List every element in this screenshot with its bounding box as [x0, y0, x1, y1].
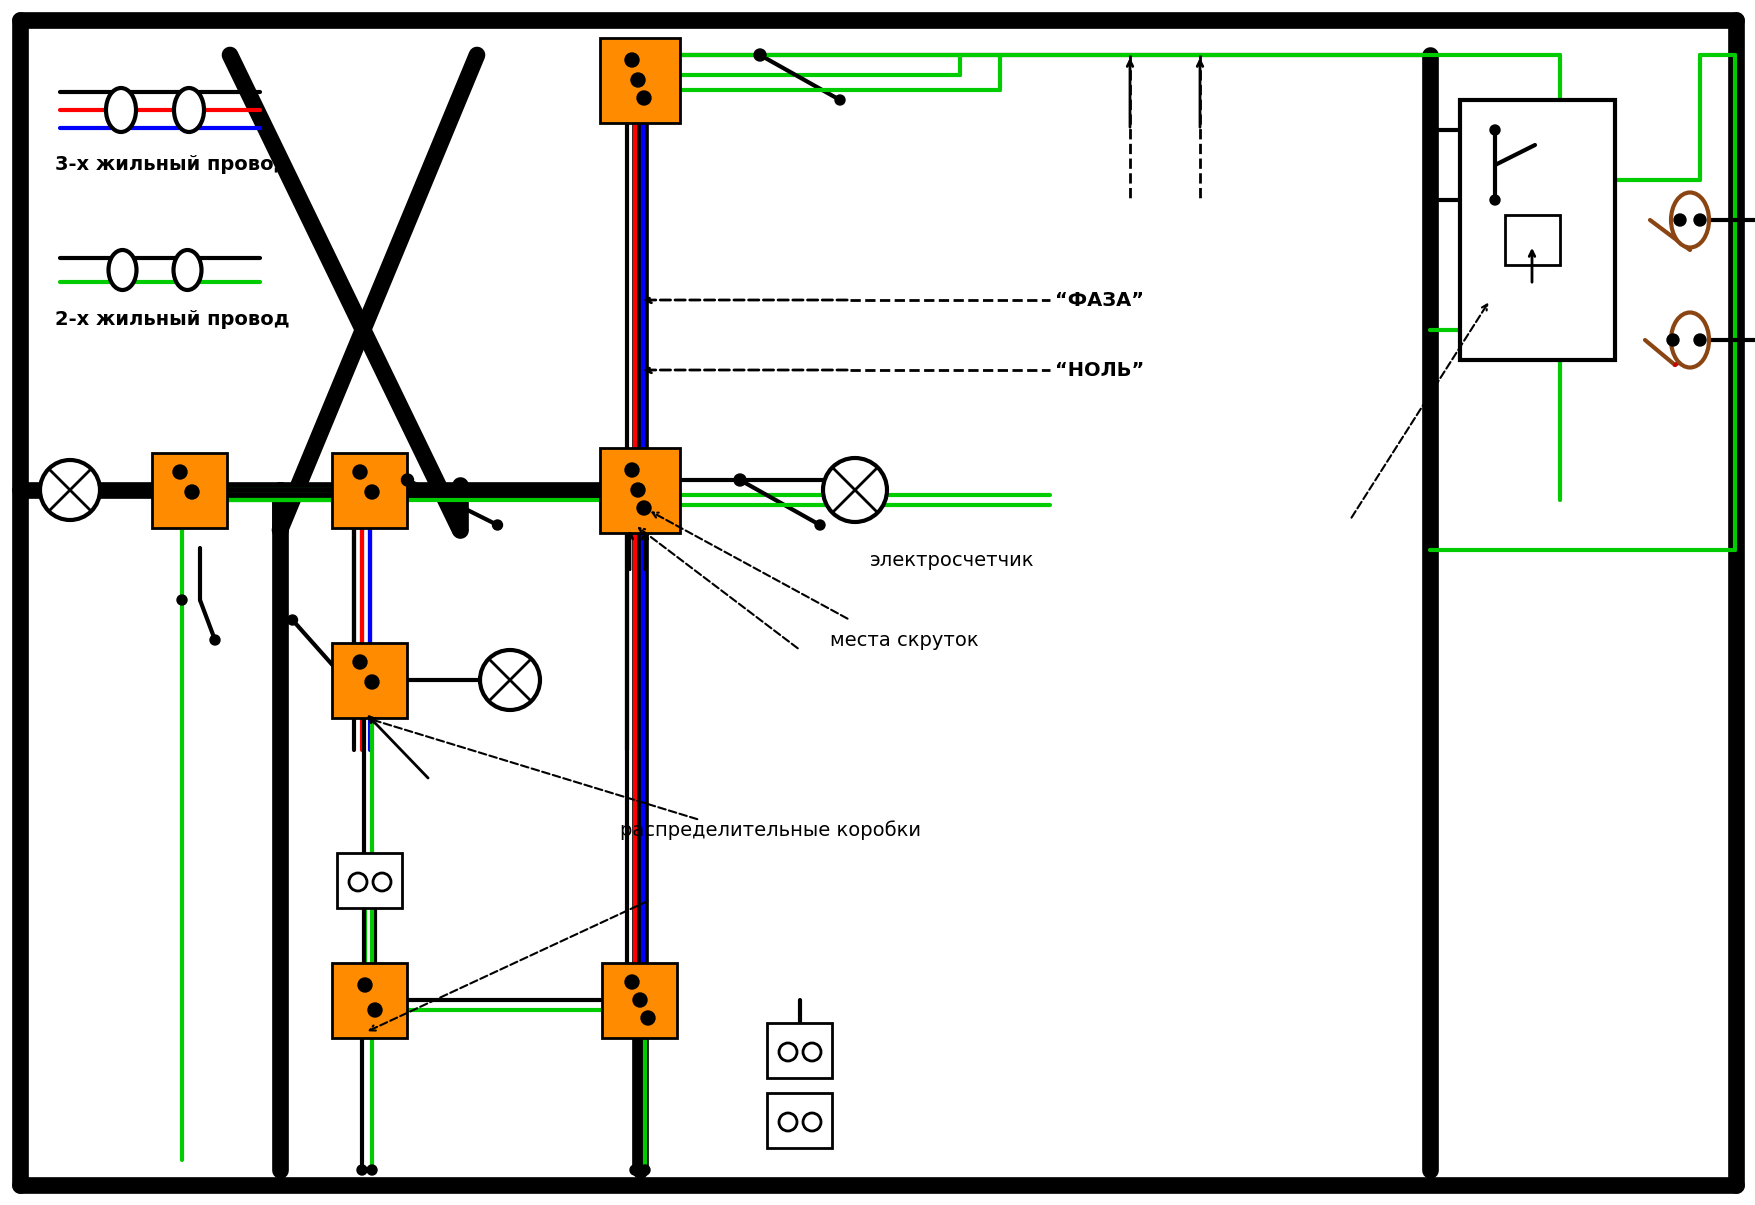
Circle shape — [367, 1165, 377, 1175]
Circle shape — [625, 975, 639, 989]
Circle shape — [211, 635, 219, 645]
Circle shape — [630, 483, 644, 496]
Text: “ФАЗА”: “ФАЗА” — [1055, 290, 1143, 310]
Bar — [767, 1023, 832, 1077]
Circle shape — [625, 463, 639, 477]
Ellipse shape — [109, 249, 137, 290]
Circle shape — [734, 474, 746, 486]
Bar — [767, 1093, 832, 1147]
Circle shape — [353, 656, 367, 669]
Bar — [337, 852, 402, 907]
Circle shape — [349, 872, 367, 890]
Bar — [332, 963, 407, 1038]
Circle shape — [1673, 214, 1685, 227]
Circle shape — [479, 649, 541, 710]
Ellipse shape — [1671, 193, 1708, 247]
Circle shape — [639, 1165, 649, 1175]
Text: “НОЛЬ”: “НОЛЬ” — [1055, 360, 1144, 380]
Circle shape — [632, 993, 646, 1007]
Text: 3-х жильный провод: 3-х жильный провод — [54, 155, 290, 174]
Circle shape — [353, 465, 367, 480]
Circle shape — [358, 978, 372, 992]
Circle shape — [814, 521, 825, 530]
Bar — [1504, 214, 1558, 265]
Text: электросчетчик: электросчетчик — [869, 551, 1034, 570]
Circle shape — [288, 615, 297, 625]
Circle shape — [1490, 125, 1499, 135]
Circle shape — [372, 872, 391, 890]
Circle shape — [753, 49, 765, 61]
Circle shape — [1490, 195, 1499, 205]
Circle shape — [1665, 334, 1678, 346]
Circle shape — [637, 92, 651, 105]
Circle shape — [630, 74, 644, 87]
Bar — [332, 453, 407, 528]
Bar — [602, 963, 677, 1038]
Ellipse shape — [1671, 312, 1708, 368]
Circle shape — [802, 1113, 821, 1131]
Text: места скруток: места скруток — [830, 630, 978, 649]
Circle shape — [365, 675, 379, 689]
Text: 2-х жильный провод: 2-х жильный провод — [54, 310, 290, 329]
Circle shape — [835, 95, 844, 105]
Bar — [600, 37, 679, 123]
Bar — [600, 447, 679, 533]
Circle shape — [637, 501, 651, 515]
Circle shape — [402, 474, 412, 486]
Ellipse shape — [174, 88, 204, 133]
Circle shape — [184, 484, 198, 499]
Circle shape — [369, 1003, 383, 1017]
Circle shape — [177, 595, 186, 605]
Ellipse shape — [174, 249, 202, 290]
Bar — [1458, 100, 1615, 360]
Bar — [332, 642, 407, 717]
Ellipse shape — [105, 88, 135, 133]
Circle shape — [630, 1165, 639, 1175]
Circle shape — [823, 458, 886, 522]
Circle shape — [491, 521, 502, 530]
Circle shape — [365, 484, 379, 499]
Circle shape — [356, 1165, 367, 1175]
Circle shape — [779, 1044, 797, 1060]
Bar — [153, 453, 228, 528]
Circle shape — [779, 1113, 797, 1131]
Circle shape — [625, 53, 639, 67]
Circle shape — [1694, 214, 1706, 227]
Circle shape — [174, 465, 186, 480]
Circle shape — [641, 1011, 655, 1025]
Circle shape — [1694, 334, 1706, 346]
Circle shape — [802, 1044, 821, 1060]
Text: распределительные коробки: распределительные коробки — [620, 821, 920, 840]
Circle shape — [40, 460, 100, 521]
